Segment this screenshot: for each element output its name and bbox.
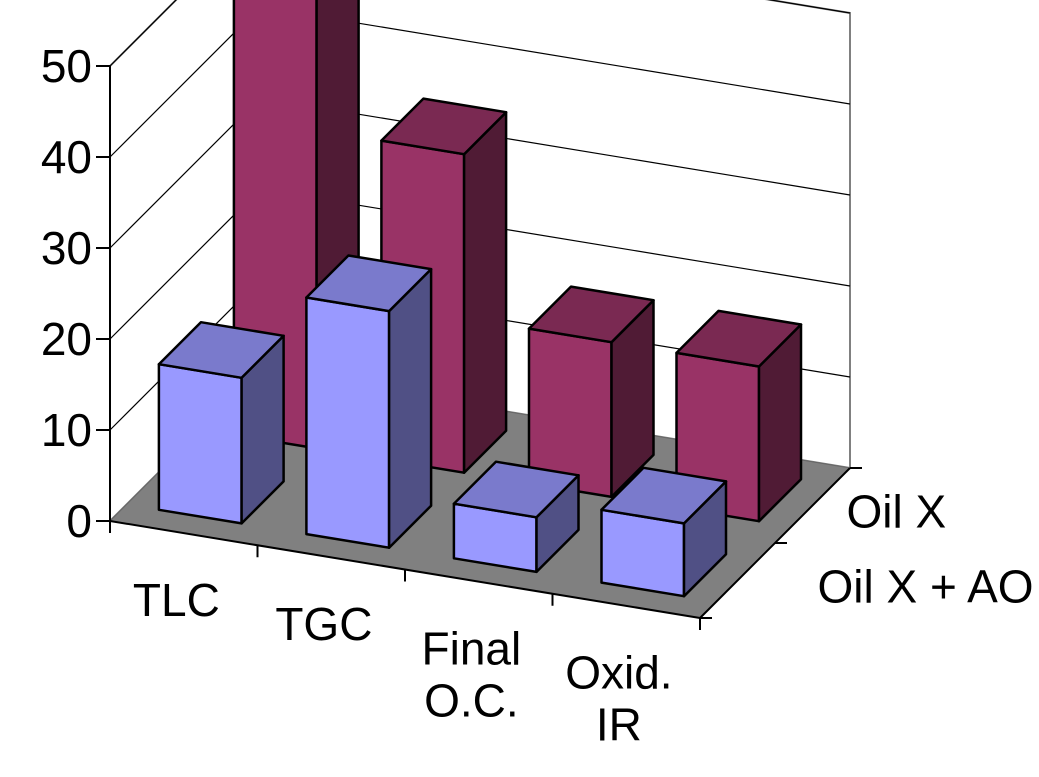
bar-top <box>305 254 433 313</box>
y-tick-label: 20 <box>41 313 92 365</box>
category-label-line: O.C. <box>424 674 519 726</box>
bar-top <box>600 466 728 525</box>
y-axis: 0 10 20 30 40 50 <box>41 40 111 547</box>
bar-top <box>527 285 655 344</box>
series-axis: Oil X Oil X + AO <box>699 467 1034 619</box>
category-label-line: IR <box>596 699 642 751</box>
series-label: Oil X + AO <box>818 561 1034 613</box>
y-tick-label: 30 <box>41 222 92 274</box>
x-axis: TLC TGC Final O.C. Oxid. IR <box>109 520 701 751</box>
bar-side <box>462 110 508 474</box>
bar-front <box>305 296 391 549</box>
bar-top <box>380 97 508 156</box>
bar <box>157 320 285 525</box>
gridline <box>109 0 851 67</box>
bar-front <box>157 362 243 525</box>
category-label: TGC <box>275 598 372 650</box>
category-label-line: Oxid. <box>565 647 672 699</box>
bars <box>157 0 803 598</box>
y-tick-label: 10 <box>41 404 92 456</box>
y-tick-label: 50 <box>41 40 92 92</box>
bar <box>305 254 433 549</box>
series-label: Oil X <box>847 486 947 538</box>
bar <box>452 460 580 574</box>
y-tick-label: 40 <box>41 131 92 183</box>
category-label: TLC <box>133 574 220 626</box>
bar <box>600 466 728 598</box>
bar-front <box>600 508 686 598</box>
category-label: Final O.C. <box>422 622 522 726</box>
bar-top <box>157 320 285 380</box>
bar-top <box>452 460 580 519</box>
category-label: Oxid. IR <box>565 647 672 751</box>
bar-top <box>675 309 803 368</box>
category-label-line: TGC <box>275 598 372 650</box>
bar-side <box>387 267 433 549</box>
y-axis-spacer <box>92 66 110 521</box>
category-label-line: Final <box>422 622 522 674</box>
y-tick-label: 0 <box>66 495 92 547</box>
category-label-line: TLC <box>133 574 220 626</box>
bar <box>527 285 655 499</box>
